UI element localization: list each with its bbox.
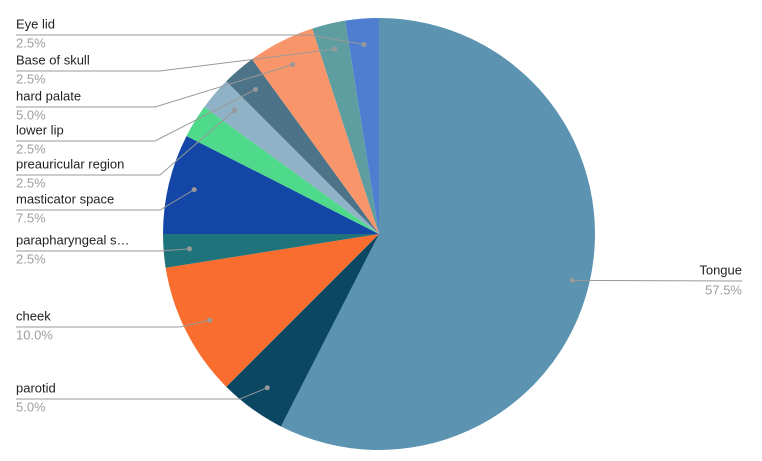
slice-value-label: 10.0% [16, 327, 53, 342]
slice-value-label: 2.5% [16, 175, 46, 190]
leader-line [16, 48, 335, 72]
leader-line [16, 110, 235, 176]
leader-dot [290, 62, 296, 68]
leader-dot [187, 246, 193, 252]
leader-line [572, 279, 743, 282]
slice-label: masticator space [16, 191, 114, 206]
pie-slice [163, 234, 379, 268]
pie-slice [345, 18, 379, 234]
leader-dot [253, 86, 259, 92]
slice-label: lower lip [16, 122, 64, 137]
leader-line [16, 89, 256, 142]
pie-slice [312, 20, 379, 235]
leader-dot [191, 187, 197, 193]
leader-line [16, 34, 365, 45]
leader-dot [231, 108, 237, 114]
slice-value-label: 2.5% [16, 251, 46, 266]
leader-line [16, 248, 190, 252]
leader-line [16, 189, 195, 211]
pie-slice [186, 107, 379, 234]
pie-slice [226, 59, 379, 234]
slice-value-label: 2.5% [16, 71, 46, 86]
slice-label: Eye lid [16, 16, 55, 31]
pie-slice [280, 18, 595, 450]
pie-slice [252, 28, 379, 234]
pie-slice [163, 135, 379, 234]
slice-value-label: 2.5% [16, 35, 46, 50]
slice-label: parotid [16, 380, 56, 395]
leader-dot [569, 277, 575, 283]
leader-line [16, 319, 210, 328]
slice-label: Tongue [699, 262, 742, 277]
leader-line [16, 387, 268, 400]
slice-label: Base of skull [16, 52, 90, 67]
slice-label: cheek [16, 308, 51, 323]
slice-value-label: 7.5% [16, 210, 46, 225]
leader-dot [361, 42, 367, 48]
slice-value-label: 57.5% [705, 282, 742, 297]
leader-dot [332, 46, 338, 52]
slice-value-label: 5.0% [16, 399, 46, 414]
slice-label: preauricular region [16, 156, 124, 171]
pie-slice [165, 234, 379, 387]
pie-slice [204, 81, 379, 234]
leader-dot [207, 317, 213, 323]
leader-dot [264, 385, 270, 391]
slice-value-label: 2.5% [16, 141, 46, 156]
slice-label: hard palate [16, 88, 81, 103]
leader-line [16, 64, 293, 108]
slice-label: parapharyngeal s… [16, 232, 129, 247]
slice-value-label: 5.0% [16, 107, 46, 122]
pie-slice [226, 234, 379, 427]
